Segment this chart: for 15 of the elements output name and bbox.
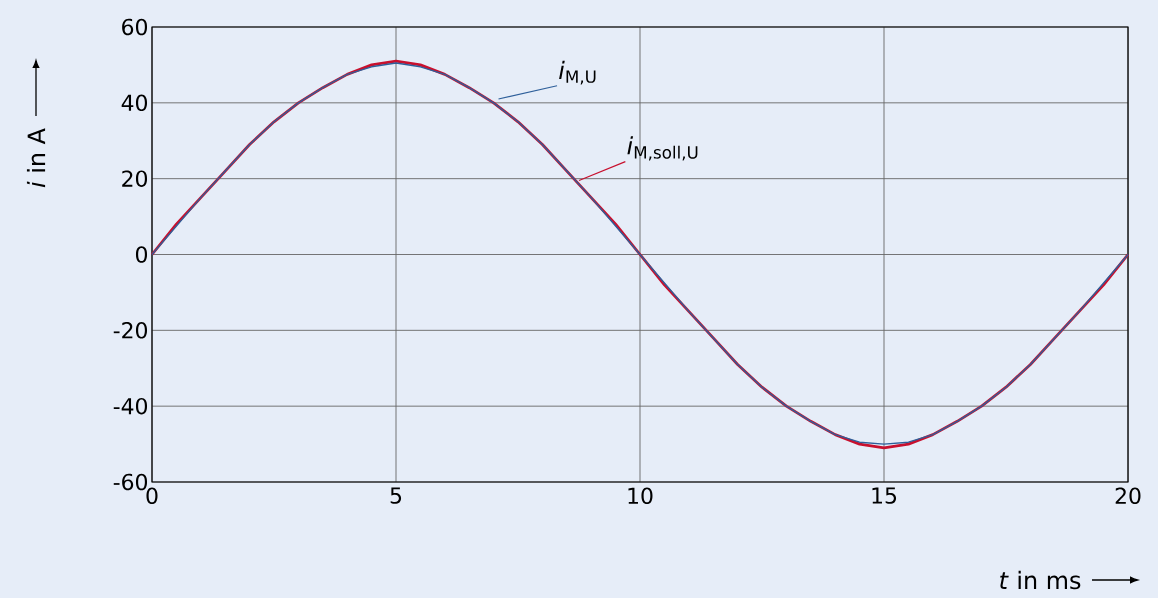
text: i$_{M,U}$ (559, 60, 596, 85)
y-tick-label: 0 (135, 246, 148, 263)
text: i$_{M,soll,U}$ (627, 136, 698, 161)
x-axis-title: t in ms (1000, 570, 1081, 590)
y-tick-label: 20 (122, 170, 148, 187)
y-tick-label: 40 (121, 94, 148, 112)
x-tick-label: 20 (1115, 487, 1141, 505)
y-tick-label: -60 (113, 473, 148, 491)
x-tick-label: 15 (872, 487, 897, 504)
y-axis-title: i in A (26, 128, 46, 188)
y-tick-label: -40 (113, 397, 148, 415)
x-tick-label: 5 (390, 487, 402, 504)
y-tick-label: -20 (113, 322, 148, 339)
y-tick-label: 60 (122, 18, 148, 36)
x-tick-label: 10 (628, 487, 653, 505)
